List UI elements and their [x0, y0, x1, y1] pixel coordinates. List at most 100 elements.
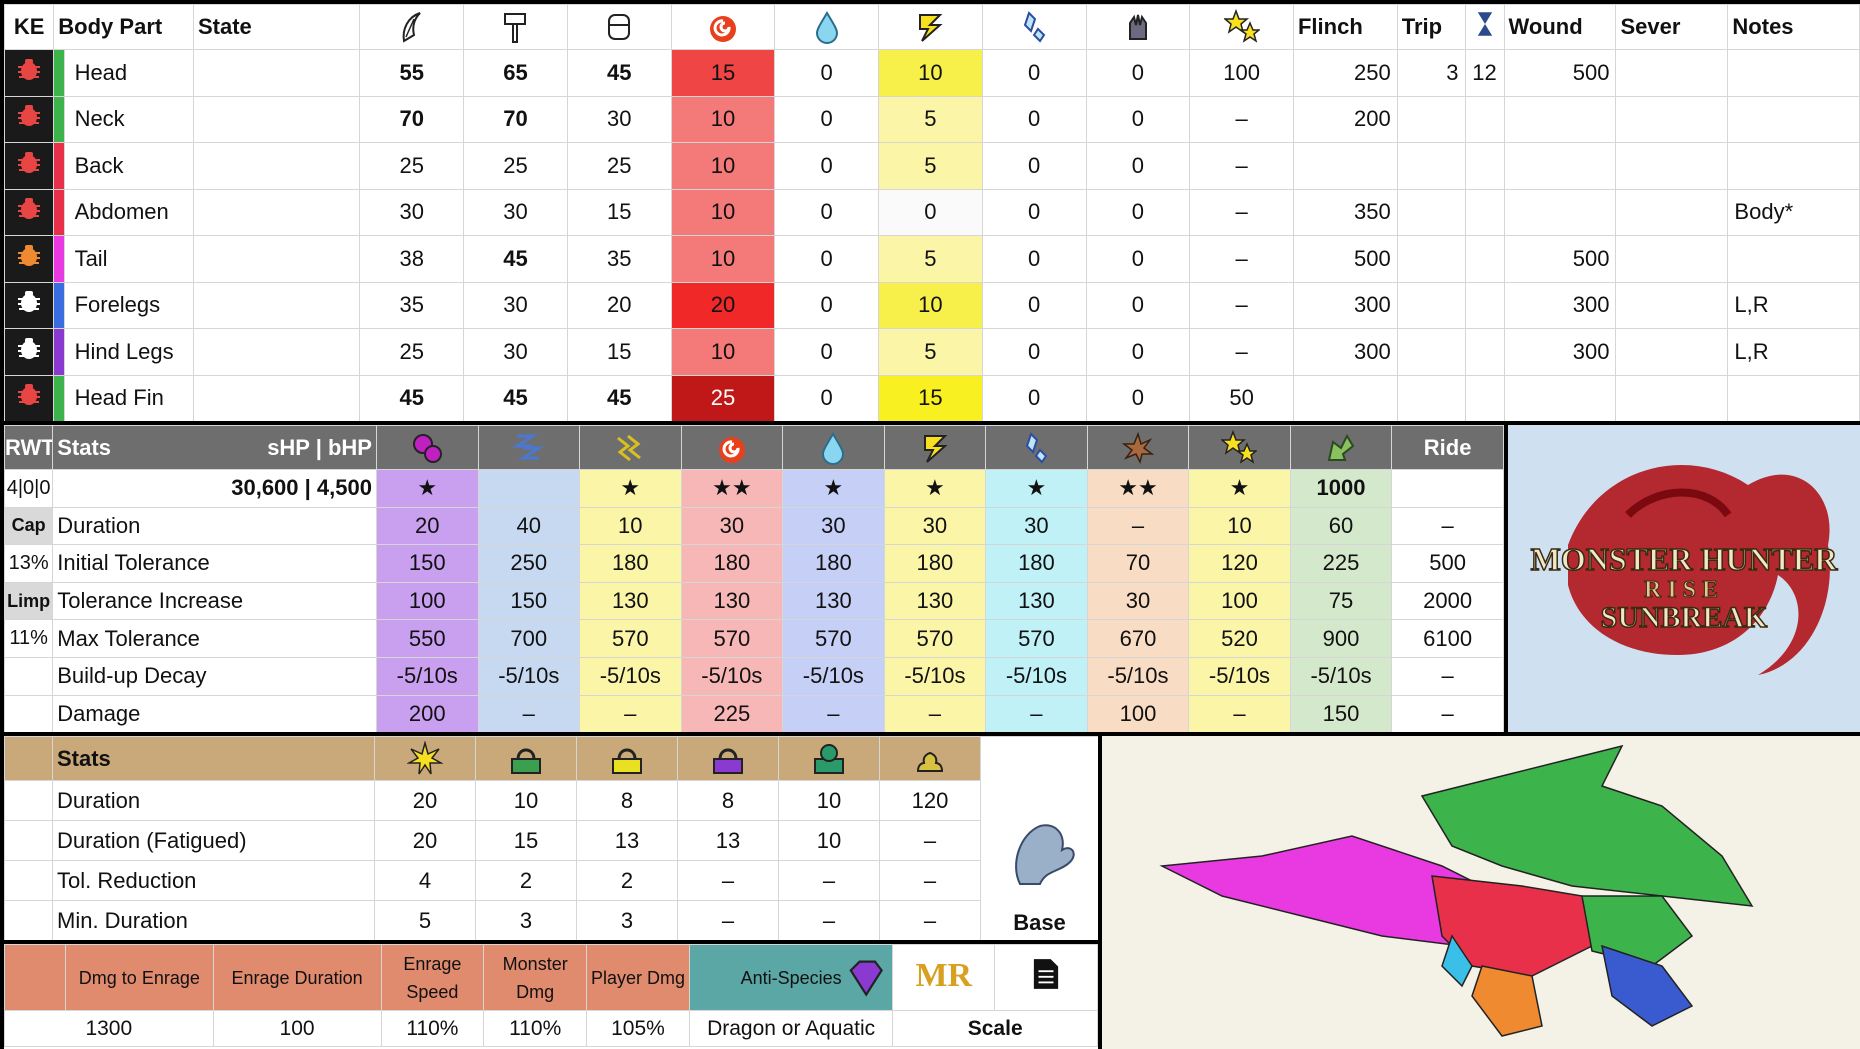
stat-value: –: [1188, 694, 1291, 732]
wound-value: 500: [1503, 235, 1617, 283]
enrage-table: Dmg to Enrage Enrage Duration Enrage Spe…: [4, 944, 1098, 1049]
hitzone-ice: 0: [981, 142, 1087, 190]
notes-header: Notes: [1727, 4, 1860, 50]
hitzone-ice: 0: [981, 328, 1087, 376]
trip-duration-value: [1464, 188, 1505, 236]
trap-stat-label: Tol. Reduction: [52, 860, 375, 901]
hitzone-thunder: 15: [878, 374, 983, 421]
hitzone-ice: 0: [981, 95, 1087, 143]
dragon-icon: [1085, 4, 1191, 50]
hitzone-dragon: 0: [1085, 281, 1191, 329]
hitzone-sever: 45: [359, 374, 465, 421]
hitzone-thunder: 5: [878, 95, 983, 143]
hp-header: sHP | bHP: [267, 434, 372, 460]
trap-stat-value: –: [677, 900, 779, 940]
stat-value: –: [477, 694, 581, 732]
table-row: 13% Initial Tolerance 150 250 180 180 180 180 18…: [4, 544, 1504, 583]
notes-value: Body*: [1727, 188, 1860, 236]
table-row: Limp Tolerance Increase 100 150 130 130 130 130…: [4, 581, 1504, 621]
table-row: Hind Legs 25 30 15 10 0 5 0 0–300 300 L,R: [4, 328, 1860, 376]
table-row: Head 55 65 45 15 0 10 0 0 100 250 3 12 500: [4, 49, 1860, 97]
stat-value: 150: [1289, 694, 1393, 732]
trap-stat-value: –: [778, 860, 880, 901]
flash-icon: [374, 736, 476, 781]
wound-value: 500: [1503, 49, 1617, 97]
stat-value: 180: [680, 544, 784, 583]
trap-stat-value: 3: [475, 900, 577, 940]
monster-dmg-value: 110%: [483, 1010, 588, 1047]
exhaust-icon: [1289, 425, 1393, 470]
stat-value: 180: [883, 544, 987, 583]
hitzone-blunt: 45: [463, 235, 568, 283]
stat-value: 200: [375, 694, 479, 732]
stat-value: ★★: [1086, 469, 1190, 508]
logo-line1: MONSTER HUNTER: [1531, 541, 1839, 577]
stat-value: [477, 469, 581, 508]
poison-icon: [375, 425, 479, 470]
hitzone-sever: 38: [359, 235, 465, 283]
hitzone-shot: 15: [566, 188, 672, 236]
stat-value: 1000: [1289, 469, 1393, 508]
sever-value: [1615, 235, 1729, 283]
hitzone-dragon: 0: [1085, 49, 1191, 97]
notes-value: L,R: [1727, 281, 1860, 329]
stat-value: ★: [883, 469, 987, 508]
part-color-swatch: [53, 235, 65, 283]
hitzone-blunt: 30: [463, 281, 568, 329]
stat-value: -5/10s: [579, 656, 682, 696]
stat-value: 150: [375, 544, 479, 583]
wing-region: [1420, 744, 1754, 907]
trip-value: 3: [1396, 49, 1466, 97]
scale-label: Scale: [892, 1010, 1098, 1047]
trip-value: [1396, 235, 1466, 283]
wound-value: [1503, 188, 1617, 236]
monster-dmg-header: Monster Dmg: [483, 944, 588, 1011]
stat-value: 130: [680, 581, 784, 621]
enrage-speed-value: 110%: [380, 1010, 485, 1047]
trip-value: [1396, 142, 1466, 190]
waterblight-icon: [782, 425, 885, 470]
stat-value: 2000: [1391, 581, 1504, 621]
hitzone-fire: 10: [670, 328, 776, 376]
table-row: Damage 200– –225– – –100–150–: [4, 694, 1504, 732]
side-label: 13%: [4, 544, 54, 583]
part-state: [192, 235, 361, 283]
stat-value: 10: [1188, 506, 1291, 546]
trap-stat-value: 8: [576, 780, 678, 821]
hitzone-ice: 0: [981, 281, 1087, 329]
hitzone-dragon: 0: [1085, 95, 1191, 143]
monster-portrait: [982, 814, 1098, 900]
hitzone-water: 0: [774, 188, 880, 236]
trip-duration-value: [1464, 235, 1505, 283]
part-state: [192, 374, 361, 421]
trap-stat-value: 15: [475, 820, 577, 861]
table-row: Abdomen 30 30 15 10 0 0 0 0–350 Body*: [4, 188, 1860, 236]
hitzone-fire: 10: [670, 235, 776, 283]
stat-value: –: [579, 694, 682, 732]
hitzone-fire: 15: [670, 49, 776, 97]
stat-value: -5/10s: [680, 656, 784, 696]
hindleg-inner-region: [1441, 934, 1473, 988]
sever-icon: [359, 4, 465, 50]
hitzone-shot: 30: [566, 95, 672, 143]
hitzone-thunder: 0: [878, 188, 983, 236]
part-state: [192, 281, 361, 329]
trip-duration-value: [1464, 374, 1505, 421]
stun-icon: [1189, 4, 1294, 50]
hitzone-thunder: 10: [878, 281, 983, 329]
body-region: [1431, 875, 1593, 977]
stat-value: 6100: [1391, 619, 1504, 658]
hitzone-water: 0: [774, 49, 880, 97]
trap-stat-value: 2: [475, 860, 577, 901]
hitzone-ice: 0: [981, 49, 1087, 97]
enrage-duration-header: Enrage Duration: [212, 944, 382, 1011]
flinch-value: 200: [1292, 95, 1398, 143]
stat-value: 70: [1086, 544, 1190, 583]
side-label: 4|0|0: [4, 469, 54, 508]
stat-value: -5/10s: [375, 656, 479, 696]
hitzone-stun: –: [1189, 188, 1294, 236]
table-row: Cap Duration 20 40 10 30 30 30 30–10 60–: [4, 506, 1504, 546]
stat-value: –: [1086, 506, 1190, 546]
part-state: [192, 49, 361, 97]
hitzone-stun: –: [1189, 235, 1294, 283]
